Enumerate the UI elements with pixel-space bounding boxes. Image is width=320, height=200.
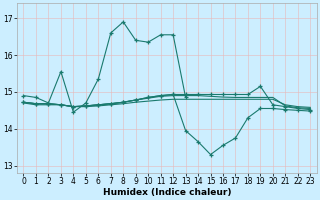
X-axis label: Humidex (Indice chaleur): Humidex (Indice chaleur) [103,188,231,197]
